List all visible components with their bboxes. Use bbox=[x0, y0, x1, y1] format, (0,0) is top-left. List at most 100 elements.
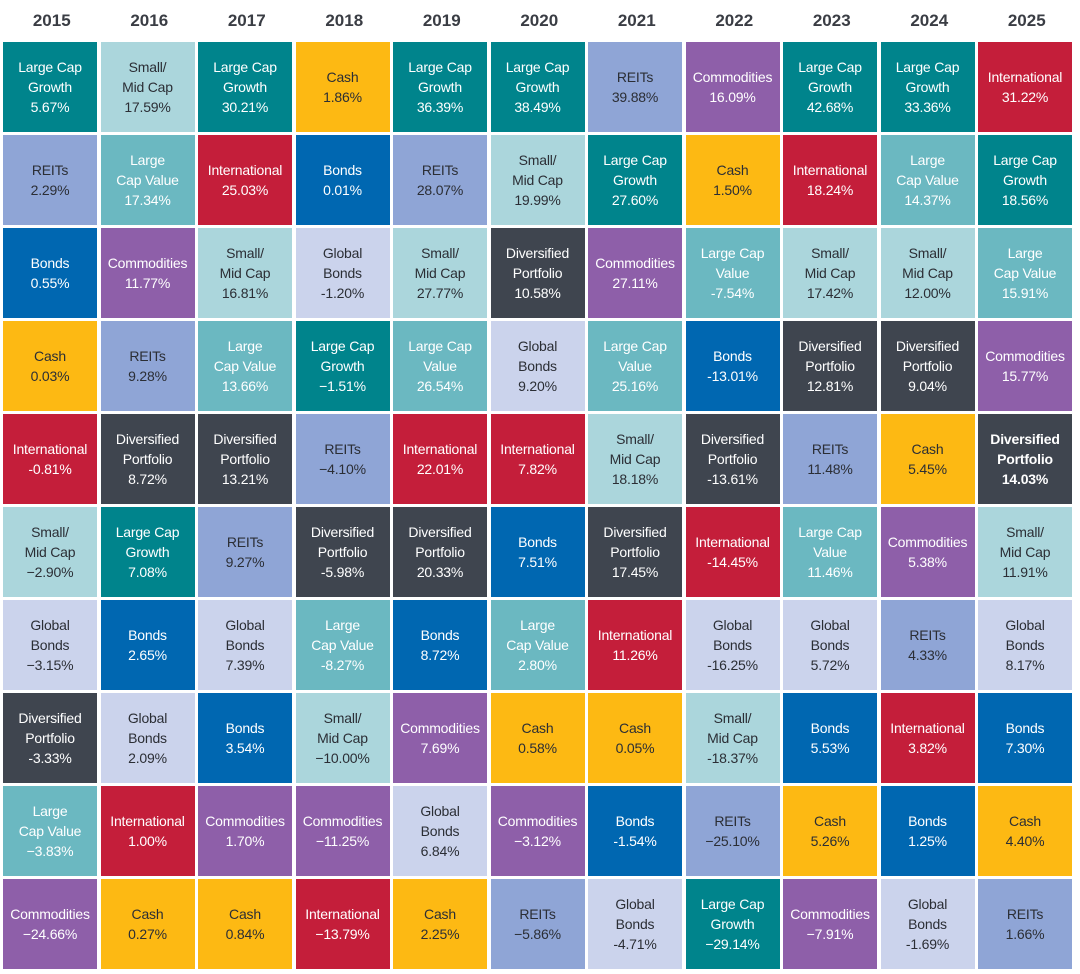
return-value: −1.51% bbox=[319, 378, 366, 394]
asset-label: Small/ bbox=[713, 710, 752, 726]
cell-2021-large-cap-growth: Large Cap Growth 27.60% bbox=[588, 135, 682, 225]
asset-label: Large Cap bbox=[895, 59, 960, 75]
return-value: 13.21% bbox=[221, 471, 269, 487]
asset-label: Small/ bbox=[226, 245, 264, 261]
asset-label: REITs bbox=[421, 162, 459, 178]
asset-label: Global bbox=[225, 617, 265, 633]
cell-2023-large-cap-growth: Large Cap Growth 42.68% bbox=[783, 42, 877, 132]
cell-2024-cash: Cash 5.45% bbox=[880, 414, 975, 504]
asset-label: International bbox=[987, 69, 1063, 85]
asset-label: Global bbox=[322, 245, 363, 261]
asset-label: Large bbox=[32, 803, 68, 819]
return-value: 27.60% bbox=[611, 192, 659, 208]
asset-label: Portfolio bbox=[997, 451, 1053, 467]
cell-2016-reits: REITs 9.28% bbox=[100, 321, 195, 411]
return-value: 9.20% bbox=[518, 378, 557, 394]
asset-label: REITs bbox=[616, 69, 654, 85]
asset-label: Cap Value bbox=[213, 358, 277, 374]
cell-2024-small-mid-cap: Small/Mid Cap 12.00% bbox=[880, 228, 975, 318]
asset-label: Commodities bbox=[205, 813, 285, 829]
asset-label: Large Cap bbox=[798, 59, 862, 75]
asset-label: Mid Cap bbox=[804, 265, 856, 281]
return-value: -0.81% bbox=[28, 461, 72, 477]
return-value: 1.86% bbox=[323, 89, 362, 105]
cell-2018-commodities: Commodities −11.25% bbox=[295, 786, 390, 876]
return-value: -4.71% bbox=[613, 936, 657, 952]
return-value: 12.00% bbox=[904, 285, 951, 301]
cell-2024-global-bonds: Global Bonds -1.69% bbox=[880, 879, 975, 969]
asset-label: Large Cap bbox=[408, 59, 472, 75]
asset-label: Cash bbox=[326, 69, 359, 85]
cell-2020-commodities: Commodities −3.12% bbox=[490, 786, 585, 876]
return-value: −13.79% bbox=[315, 926, 370, 942]
asset-label: Bonds bbox=[225, 720, 265, 736]
asset-label: Diversified bbox=[310, 524, 375, 540]
return-value: 13.66% bbox=[221, 378, 269, 394]
asset-label: Bonds bbox=[30, 255, 70, 271]
return-value: 9.27% bbox=[225, 554, 265, 570]
cell-2022-diversified-portfolio: Diversified Portfolio -13.61% bbox=[685, 414, 780, 504]
asset-label: Cash bbox=[131, 906, 164, 922]
asset-label: Global bbox=[615, 896, 655, 912]
asset-label: Bonds bbox=[615, 916, 655, 932]
return-value: 1.25% bbox=[908, 833, 947, 849]
cell-2020-large-cap-value: Large Cap Value 2.80% bbox=[490, 600, 585, 690]
asset-label: Bonds bbox=[518, 534, 557, 550]
return-value: −2.90% bbox=[26, 564, 74, 580]
return-value: 2.29% bbox=[30, 182, 70, 198]
cell-2025-commodities: Commodities 15.77% bbox=[978, 321, 1072, 411]
asset-label: Commodities bbox=[985, 348, 1065, 364]
asset-label: Large bbox=[130, 152, 165, 168]
asset-label: Cap Value bbox=[311, 637, 374, 653]
asset-label: REITs bbox=[226, 534, 264, 550]
return-value: 10.58% bbox=[514, 285, 561, 301]
asset-label: REITs bbox=[31, 162, 69, 178]
cell-2023-international: International 18.24% bbox=[783, 135, 877, 225]
return-value: 28.07% bbox=[416, 182, 464, 198]
asset-label: Large Cap bbox=[700, 896, 765, 912]
cell-2019-bonds: Bonds 8.72% bbox=[393, 600, 487, 690]
cell-2015-commodities: Commodities −24.66% bbox=[3, 879, 97, 969]
return-value: 27.11% bbox=[612, 275, 658, 291]
asset-label: Bonds bbox=[810, 637, 850, 653]
asset-label: Mid Cap bbox=[512, 172, 563, 188]
return-value: -1.20% bbox=[320, 285, 365, 301]
return-value: 19.99% bbox=[514, 192, 561, 208]
return-value: −3.15% bbox=[26, 657, 74, 673]
asset-label: Growth bbox=[905, 79, 950, 95]
return-value: 25.03% bbox=[221, 182, 269, 198]
cell-2016-commodities: Commodities 11.77% bbox=[100, 228, 195, 318]
year-header-2019: 2019 bbox=[422, 11, 461, 30]
cell-2020-diversified-portfolio: Diversified Portfolio 10.58% bbox=[490, 228, 585, 318]
asset-label: Portfolio bbox=[902, 358, 953, 374]
return-value: 1.70% bbox=[225, 833, 265, 849]
asset-label: Portfolio bbox=[317, 544, 368, 560]
asset-label: Large Cap bbox=[993, 152, 1057, 168]
cell-2019-diversified-portfolio: Diversified Portfolio 20.33% bbox=[393, 507, 487, 597]
asset-label: Diversified bbox=[603, 524, 667, 540]
return-value: 9.04% bbox=[908, 378, 947, 394]
cell-2015-cash: Cash 0.03% bbox=[3, 321, 97, 411]
cell-2020-international: International 7.82% bbox=[490, 414, 585, 504]
asset-label: Small/ bbox=[616, 431, 654, 447]
return-value: 16.81% bbox=[221, 285, 269, 301]
cell-2017-diversified-portfolio: Diversified Portfolio 13.21% bbox=[198, 414, 292, 504]
cell-2019-reits: REITs 28.07% bbox=[393, 135, 487, 225]
cell-2016-large-cap-growth: Large Cap Growth 7.08% bbox=[100, 507, 195, 597]
return-value: 17.42% bbox=[806, 285, 854, 301]
return-value: 5.38% bbox=[908, 554, 947, 570]
cell-2015-global-bonds: Global Bonds −3.15% bbox=[3, 600, 97, 690]
asset-label: Commodities bbox=[400, 720, 480, 736]
asset-label: Cash bbox=[521, 720, 554, 736]
year-header-2025: 2025 bbox=[1007, 11, 1046, 30]
asset-label: Growth bbox=[515, 79, 560, 95]
cell-2020-bonds: Bonds 7.51% bbox=[490, 507, 585, 597]
return-value: -16.25% bbox=[707, 657, 758, 673]
asset-label: Cap Value bbox=[896, 172, 959, 188]
cell-2024-bonds: Bonds 1.25% bbox=[880, 786, 975, 876]
asset-label: Growth bbox=[28, 79, 72, 95]
cell-2015-large-cap-growth: Large Cap Growth 5.67% bbox=[3, 42, 97, 132]
asset-label: Small/ bbox=[811, 245, 849, 261]
asset-label: Large Cap bbox=[505, 59, 570, 75]
cell-2015-large-cap-value: Large Cap Value −3.83% bbox=[3, 786, 97, 876]
